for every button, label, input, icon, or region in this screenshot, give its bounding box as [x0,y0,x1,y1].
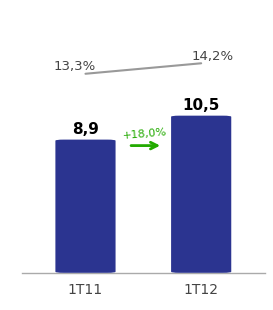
FancyBboxPatch shape [55,140,115,273]
Text: 10,5: 10,5 [182,98,220,113]
FancyBboxPatch shape [171,116,231,273]
Text: 13,3%: 13,3% [53,60,95,73]
Text: 14,2%: 14,2% [191,50,234,63]
Text: +18,0%: +18,0% [122,127,167,141]
Text: 8,9: 8,9 [72,122,99,137]
